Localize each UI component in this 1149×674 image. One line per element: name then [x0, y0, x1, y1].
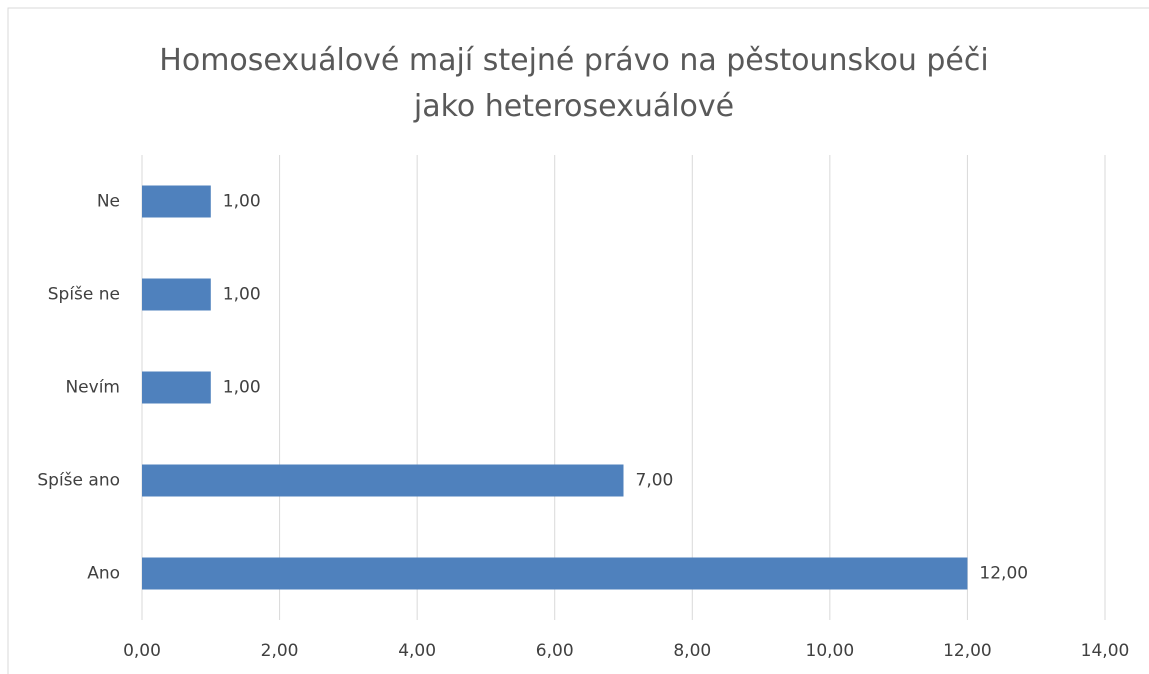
x-tick-label: 10,00: [806, 641, 855, 661]
data-label: 7,00: [636, 471, 674, 491]
bar: [142, 464, 624, 497]
bar: [142, 557, 968, 590]
data-label: 12,00: [979, 564, 1028, 584]
data-label: 1,00: [223, 192, 261, 212]
x-tick-label: 12,00: [943, 641, 992, 661]
x-tick-label: 2,00: [261, 641, 299, 661]
y-tick-label: Nevím: [65, 378, 120, 398]
y-tick-label: Spíše ano: [37, 471, 120, 491]
x-tick-label: 6,00: [536, 641, 574, 661]
bar: [142, 371, 211, 404]
data-label: 1,00: [223, 378, 261, 398]
y-tick-label: Ne: [97, 192, 120, 212]
y-tick-label: Ano: [87, 564, 120, 584]
x-tick-label: 4,00: [398, 641, 436, 661]
chart-frame: [7, 7, 1149, 674]
x-tick-label: 0,00: [123, 641, 161, 661]
data-label: 1,00: [223, 285, 261, 305]
bar: [142, 185, 211, 218]
chart-title: Homosexuálové mají stejné právo na pěsto…: [159, 43, 989, 124]
y-tick-label: Spíše ne: [48, 285, 120, 305]
x-tick-label: 8,00: [673, 641, 711, 661]
x-tick-label: 14,00: [1081, 641, 1130, 661]
bar: [142, 278, 211, 311]
